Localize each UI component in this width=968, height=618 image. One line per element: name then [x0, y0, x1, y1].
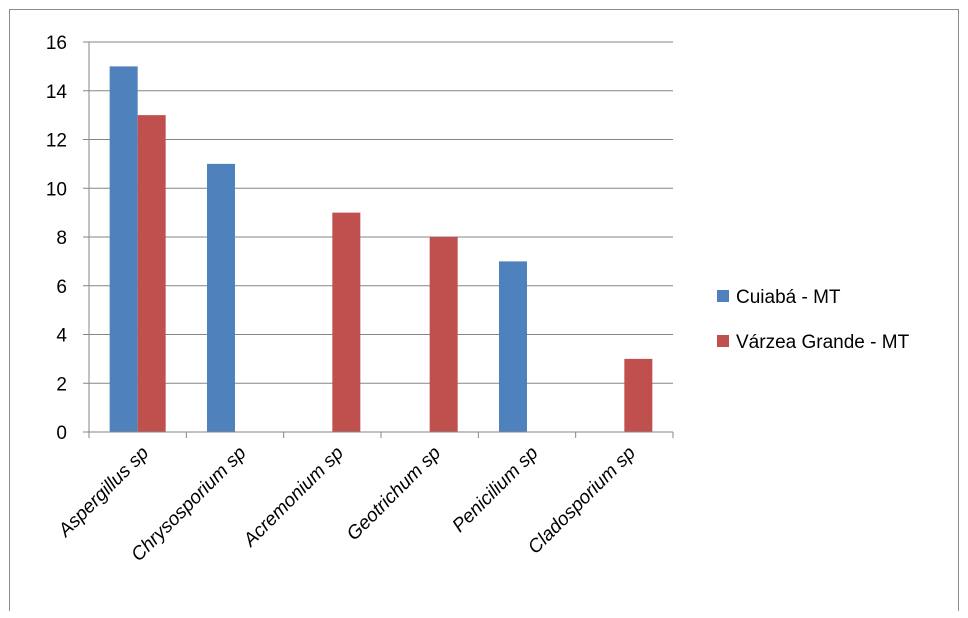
bar-varzea-grande-0	[137, 115, 166, 432]
bar-varzea-grande-2	[332, 212, 361, 432]
y-tick-label-0: 0	[56, 423, 67, 444]
x-tick-label-5: Cladosporium sp	[524, 443, 640, 559]
bar-cuiaba-1	[207, 163, 235, 432]
y-tick-label-16: 16	[46, 33, 67, 54]
chart-frame	[9, 9, 959, 611]
axes	[83, 41, 674, 438]
y-tick-label-2: 2	[56, 374, 67, 395]
x-tick-label-2: Acremonium sp	[239, 443, 348, 552]
y-tick-labels: 0 2 4 6 8 10 12 14 16	[46, 33, 68, 444]
legend-label-cuiaba: Cuiabá - MT	[736, 287, 841, 308]
x-tick-label-4: Penicilium sp	[449, 443, 543, 537]
legend-swatch-varzea-grande	[717, 335, 729, 347]
y-tick-label-12: 12	[46, 131, 67, 152]
bars	[109, 66, 653, 432]
y-tick-label-6: 6	[56, 277, 67, 298]
bar-cuiaba-0	[109, 66, 138, 432]
y-tick-label-14: 14	[46, 82, 68, 103]
y-tick-label-10: 10	[46, 179, 67, 200]
y-tick-label-8: 8	[56, 228, 67, 249]
x-tick-label-3: Geotrichum sp	[343, 443, 445, 545]
bar-varzea-grande-5	[624, 358, 653, 432]
y-tick-label-4: 4	[56, 326, 67, 347]
legend: Cuiabá - MT Várzea Grande - MT	[717, 287, 910, 353]
legend-swatch-cuiaba	[717, 290, 729, 302]
gridlines	[89, 41, 673, 384]
legend-label-varzea-grande: Várzea Grande - MT	[736, 332, 910, 353]
bar-cuiaba-4	[499, 261, 527, 432]
x-tick-label-0: Aspergillus sp	[54, 443, 153, 542]
bar-varzea-grande-3	[429, 237, 458, 432]
